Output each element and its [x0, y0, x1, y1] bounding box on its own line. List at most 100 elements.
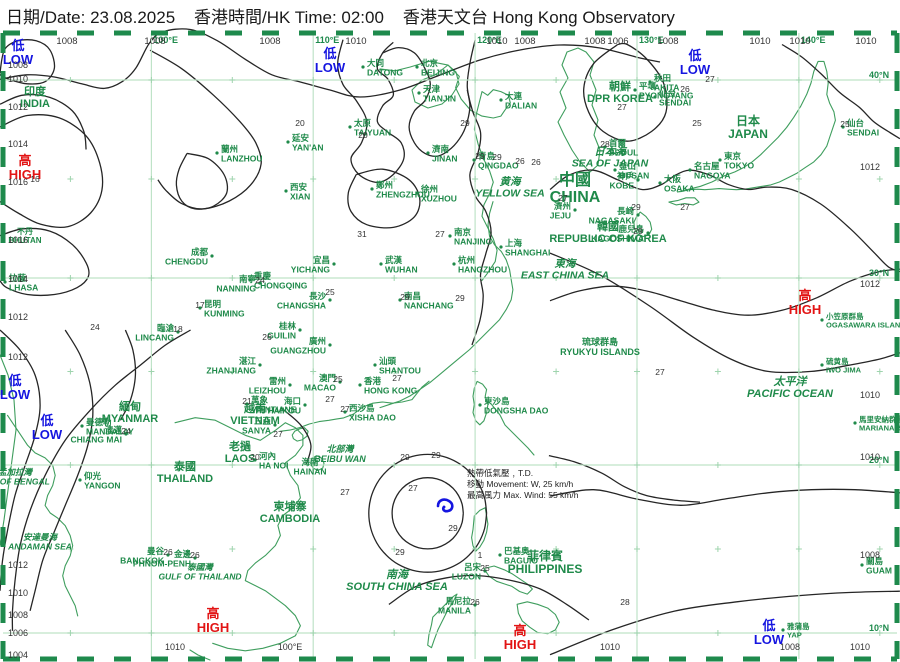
- svg-text:萬象: 萬象: [251, 395, 269, 405]
- svg-text:硫黄島: 硫黄島: [826, 356, 849, 366]
- svg-text:呂宋: 呂宋: [464, 562, 482, 572]
- svg-text:名古屋: 名古屋: [694, 161, 720, 171]
- svg-text:27: 27: [558, 193, 568, 203]
- svg-text:NAGOYA: NAGOYA: [694, 171, 731, 181]
- svg-text:湛江: 湛江: [239, 356, 257, 366]
- svg-text:25: 25: [692, 118, 702, 128]
- svg-text:移動 Movement: W, 25 km/h: 移動 Movement: W, 25 km/h: [467, 479, 574, 489]
- svg-text:27: 27: [655, 367, 665, 377]
- svg-text:孟加拉灣: 孟加拉灣: [0, 467, 33, 477]
- svg-text:GULF OF THAILAND: GULF OF THAILAND: [158, 572, 241, 582]
- svg-text:24: 24: [90, 322, 100, 332]
- svg-text:16: 16: [30, 174, 40, 184]
- svg-text:1010: 1010: [165, 642, 185, 652]
- svg-text:老撾: 老撾: [228, 439, 251, 453]
- svg-text:MACAO: MACAO: [304, 383, 336, 393]
- svg-text:太平洋: 太平洋: [773, 375, 809, 388]
- svg-text:27: 27: [408, 483, 418, 493]
- svg-text:LHASA: LHASA: [9, 283, 38, 293]
- svg-text:曼德勒: 曼德勒: [86, 417, 112, 427]
- svg-text:1008: 1008: [514, 36, 535, 47]
- svg-text:THAILAND: THAILAND: [157, 473, 213, 485]
- svg-text:29: 29: [400, 292, 410, 302]
- svg-text:仰光: 仰光: [84, 471, 102, 481]
- svg-text:LUZON: LUZON: [452, 572, 481, 582]
- svg-text:柬埔寨: 柬埔寨: [274, 499, 307, 513]
- svg-text:南海: 南海: [386, 568, 410, 581]
- svg-text:LANZHOU: LANZHOU: [221, 154, 263, 164]
- svg-text:YANGON: YANGON: [84, 481, 121, 491]
- svg-text:1010: 1010: [345, 36, 366, 47]
- svg-text:南京: 南京: [454, 227, 472, 237]
- svg-text:20: 20: [250, 452, 260, 462]
- svg-text:ANDAMAN SEA: ANDAMAN SEA: [7, 542, 72, 552]
- svg-text:IWO JIMA: IWO JIMA: [826, 366, 862, 375]
- svg-text:1010: 1010: [860, 452, 880, 462]
- svg-text:OSAKA: OSAKA: [664, 184, 695, 194]
- svg-text:24: 24: [255, 275, 265, 285]
- svg-text:雅蒲島: 雅蒲島: [787, 621, 810, 631]
- svg-text:低: 低: [322, 46, 336, 61]
- svg-text:1006: 1006: [8, 628, 28, 638]
- svg-text:HA NOI: HA NOI: [259, 461, 288, 471]
- svg-text:天津: 天津: [423, 84, 441, 94]
- svg-text:JINAN: JINAN: [432, 154, 458, 164]
- svg-text:1008: 1008: [8, 60, 28, 70]
- svg-text:26: 26: [470, 597, 480, 607]
- svg-text:成都: 成都: [191, 247, 209, 257]
- svg-text:LOW: LOW: [315, 60, 346, 75]
- svg-text:21: 21: [242, 396, 252, 406]
- svg-text:東沙島: 東沙島: [484, 396, 510, 406]
- svg-text:24: 24: [121, 426, 131, 436]
- svg-text:26: 26: [262, 332, 272, 342]
- svg-text:26: 26: [163, 547, 173, 557]
- svg-text:29: 29: [431, 450, 441, 460]
- svg-text:TIANJIN: TIANJIN: [423, 94, 456, 104]
- svg-text:26: 26: [680, 84, 690, 94]
- svg-text:27: 27: [617, 102, 627, 112]
- svg-text:TOKYO: TOKYO: [724, 161, 754, 171]
- svg-text:GUANGZHOU: GUANGZHOU: [270, 346, 326, 356]
- svg-text:SENDAI: SENDAI: [659, 98, 691, 108]
- svg-text:XUZHOU: XUZHOU: [421, 194, 457, 204]
- svg-text:JEJU: JEJU: [550, 211, 571, 221]
- svg-text:1014: 1014: [8, 139, 28, 149]
- svg-text:29: 29: [460, 118, 470, 128]
- svg-text:秋田: 秋田: [653, 73, 671, 83]
- svg-text:27: 27: [392, 373, 402, 383]
- svg-text:1008: 1008: [8, 610, 28, 620]
- svg-text:廣州: 廣州: [308, 336, 326, 346]
- svg-text:27: 27: [273, 429, 283, 439]
- svg-text:1012: 1012: [8, 312, 28, 322]
- svg-text:20: 20: [358, 130, 368, 140]
- svg-text:高: 高: [18, 153, 31, 168]
- svg-text:濟南: 濟南: [432, 144, 450, 154]
- svg-text:低: 低: [761, 618, 775, 633]
- svg-text:LOW: LOW: [32, 427, 63, 442]
- svg-text:QINGDAO: QINGDAO: [478, 161, 519, 171]
- svg-text:RYUKYU ISLANDS: RYUKYU ISLANDS: [560, 347, 640, 357]
- svg-text:東京: 東京: [724, 151, 742, 161]
- svg-text:27: 27: [705, 74, 715, 84]
- svg-text:黄海: 黄海: [500, 175, 523, 188]
- svg-text:27: 27: [680, 202, 690, 212]
- svg-text:40°N: 40°N: [869, 70, 889, 80]
- svg-text:ZHANJIANG: ZHANJIANG: [206, 366, 256, 376]
- svg-text:BEIJING: BEIJING: [421, 68, 455, 78]
- svg-text:SANYA: SANYA: [242, 426, 271, 436]
- svg-text:低: 低: [7, 373, 21, 388]
- svg-text:DONGSHA DAO: DONGSHA DAO: [484, 406, 549, 416]
- svg-text:29: 29: [492, 152, 502, 162]
- svg-text:29: 29: [400, 452, 410, 462]
- svg-text:1012: 1012: [8, 102, 28, 112]
- svg-text:CHENGDU: CHENGDU: [165, 257, 208, 267]
- svg-text:LOW: LOW: [0, 387, 31, 402]
- svg-text:最高風力 Max. Wind: 55 km/h: 最高風力 Max. Wind: 55 km/h: [467, 490, 579, 500]
- svg-text:海南: 海南: [301, 457, 319, 467]
- svg-text:南寧: 南寧: [239, 274, 257, 284]
- svg-text:1014: 1014: [8, 274, 28, 284]
- svg-text:17: 17: [195, 300, 205, 310]
- svg-text:武漢: 武漢: [385, 255, 403, 265]
- svg-text:30°N: 30°N: [869, 268, 889, 278]
- svg-text:杭州: 杭州: [458, 255, 475, 265]
